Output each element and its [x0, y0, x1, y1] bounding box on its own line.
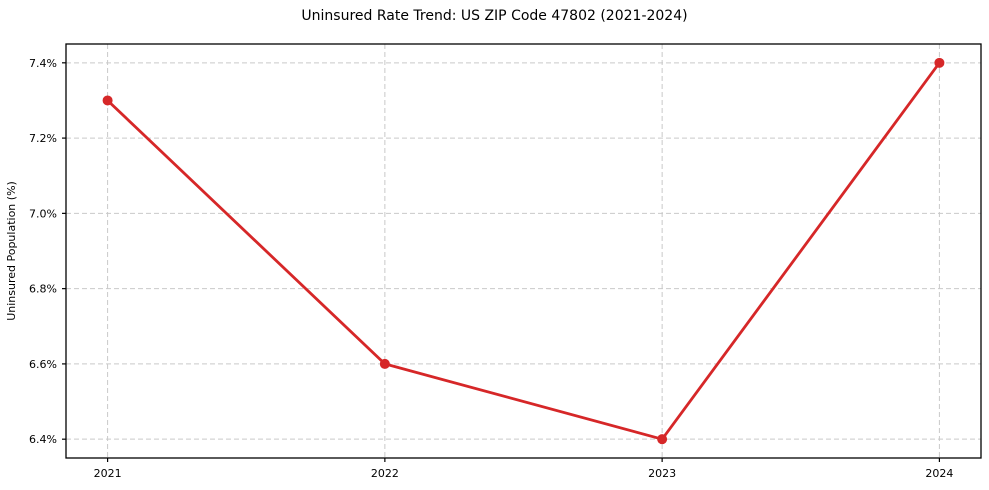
y-tick-label: 7.0% [29, 207, 57, 220]
x-tick-label: 2024 [925, 467, 953, 480]
plot-border [65, 43, 982, 459]
y-tick-label: 6.6% [29, 358, 57, 371]
data-point-marker [379, 358, 390, 369]
x-tick-label: 2021 [94, 467, 122, 480]
data-point-marker [102, 95, 113, 106]
x-tick-label: 2023 [648, 467, 676, 480]
y-tick-label: 6.4% [29, 433, 57, 446]
y-tick-label: 6.8% [29, 283, 57, 296]
y-axis-label: Uninsured Population (%) [5, 181, 18, 321]
data-point-marker [657, 434, 668, 445]
y-tick-label: 7.4% [29, 57, 57, 70]
x-tick-label: 2022 [371, 467, 399, 480]
chart-title: Uninsured Rate Trend: US ZIP Code 47802 … [301, 8, 688, 24]
trend-line [106, 61, 941, 441]
data-point-marker [934, 57, 945, 68]
y-tick-label: 7.2% [29, 132, 57, 145]
